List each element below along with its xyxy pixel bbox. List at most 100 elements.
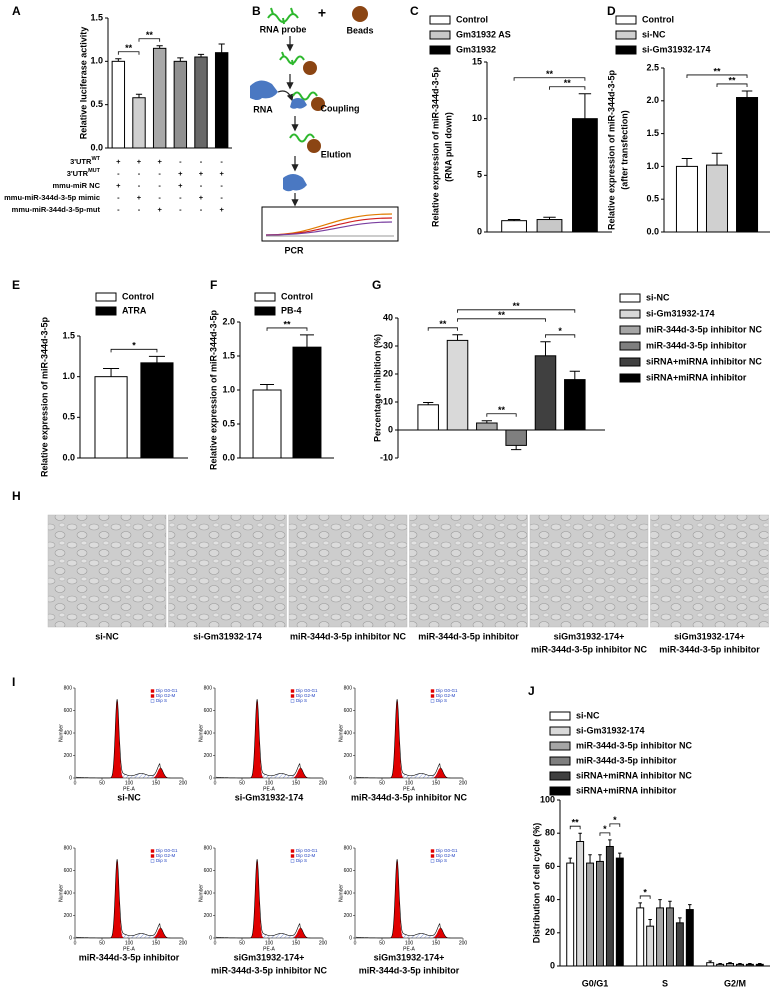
micrograph	[409, 514, 528, 628]
condition-name: 3'UTR	[70, 157, 92, 166]
bar	[665, 907, 674, 967]
x-tick-label: 200	[459, 780, 468, 786]
y-tick-label: 800	[344, 685, 353, 691]
error-bar	[423, 402, 434, 405]
condition-sign: +	[199, 169, 204, 178]
y-tick-label: 800	[64, 845, 73, 851]
bar	[646, 925, 655, 967]
y-tick-label: 400	[64, 890, 73, 896]
significance-bracket	[569, 825, 581, 830]
y-tick-label: 0.5	[222, 418, 235, 428]
bar	[605, 845, 614, 967]
legend-swatch	[150, 699, 155, 703]
bar	[536, 219, 563, 233]
y-tick-label: 10	[472, 113, 482, 123]
x-tick-label: 0	[74, 940, 77, 946]
x-tick-label: 200	[179, 780, 188, 786]
label: Elution	[321, 149, 352, 159]
error-bar	[148, 355, 165, 363]
y-tick-label: 2.0	[222, 316, 235, 326]
legend-label: Control	[642, 14, 674, 24]
panel-letter: G	[372, 278, 381, 292]
legend-swatch	[95, 292, 117, 302]
y-axis-label: Number	[338, 884, 344, 902]
condition-label: 3'UTRWT	[70, 156, 101, 166]
condition-sign: -	[179, 157, 182, 166]
legend-label: Dip S	[296, 858, 307, 863]
y-tick-label: 5	[477, 170, 482, 180]
panel-letter: E	[12, 278, 20, 292]
x-tick-label: 100	[265, 780, 274, 786]
y-tick-label: 1.5	[90, 12, 103, 22]
x-tick-label: 150	[432, 780, 441, 786]
bar	[140, 362, 174, 459]
significance-bracket	[138, 38, 161, 42]
y-tick-label: 800	[204, 685, 213, 691]
error-bar	[481, 420, 492, 423]
panel-letter: C	[410, 4, 419, 18]
condition-sign: -	[220, 157, 223, 166]
legend-swatch	[254, 306, 276, 316]
x-tick-label: G2/M	[724, 978, 746, 988]
error-bar	[668, 900, 672, 908]
significance-label: **	[729, 75, 737, 85]
micrograph-caption: siGm31932-174+	[554, 631, 625, 641]
bar	[576, 841, 585, 967]
condition-sign: -	[158, 169, 161, 178]
significance-label: **	[146, 30, 154, 40]
micrograph-caption: miR-344d-3-5p inhibitor	[418, 631, 519, 641]
x-tick-label: 50	[239, 940, 245, 946]
y-tick-label: 2.5	[646, 62, 659, 72]
y-tick-label: 800	[204, 845, 213, 851]
condition-label: mmu-miR-344d-3-5p mimic	[4, 193, 100, 202]
error-bar	[708, 960, 712, 963]
y-tick-label: 400	[204, 890, 213, 896]
condition-sign: +	[137, 157, 142, 166]
legend-swatch	[290, 694, 295, 698]
condition-sign: +	[178, 169, 183, 178]
legend-label: Dip G0-G1	[436, 688, 458, 693]
legend-swatch	[549, 771, 571, 781]
x-tick-label: 0	[354, 780, 357, 786]
legend-label: si-NC	[576, 710, 600, 720]
y-tick-label: 1.0	[62, 371, 75, 381]
histogram-outline	[76, 699, 182, 779]
bar	[446, 339, 469, 431]
panel-letter: I	[12, 675, 15, 689]
legend-label: siRNA+miRNA inhibitor NC	[576, 770, 692, 780]
bar	[716, 963, 725, 967]
rna-icon	[250, 80, 278, 100]
bar	[755, 963, 764, 967]
condition-sign: -	[220, 181, 223, 190]
s-fill	[399, 933, 441, 938]
y-tick-label: 200	[204, 913, 213, 919]
legend-label: Dip G2-M	[156, 693, 176, 698]
label: PCR	[284, 245, 304, 255]
significance-bracket	[549, 86, 586, 90]
bar	[735, 963, 744, 967]
x-tick-label: 50	[379, 780, 385, 786]
legend-label: Dip G2-M	[436, 693, 456, 698]
error-bar	[507, 219, 521, 221]
legend-label: si-Gm31932-174	[642, 44, 711, 54]
error-bar	[156, 45, 163, 49]
y-tick-label: 0.5	[90, 99, 103, 109]
bar	[292, 346, 322, 459]
x-tick-label: 150	[292, 940, 301, 946]
significance-bracket	[266, 327, 308, 331]
error-bar	[758, 963, 762, 965]
y-tick-label: 600	[64, 868, 73, 874]
legend-swatch	[549, 741, 571, 751]
x-tick-label: 150	[152, 940, 161, 946]
legend-label: Gm31932	[456, 44, 496, 54]
bar	[675, 165, 698, 233]
panel-letter: J	[528, 684, 535, 698]
error-bar	[578, 832, 582, 842]
error-bar	[543, 216, 556, 220]
significance-bracket	[639, 895, 651, 899]
y-tick-label: 800	[344, 845, 353, 851]
legend-label: Dip G0-G1	[296, 688, 318, 693]
micrograph-caption: miR-344d-3-5p inhibitor NC	[531, 644, 648, 654]
bar	[501, 220, 527, 233]
s-fill	[119, 773, 161, 778]
